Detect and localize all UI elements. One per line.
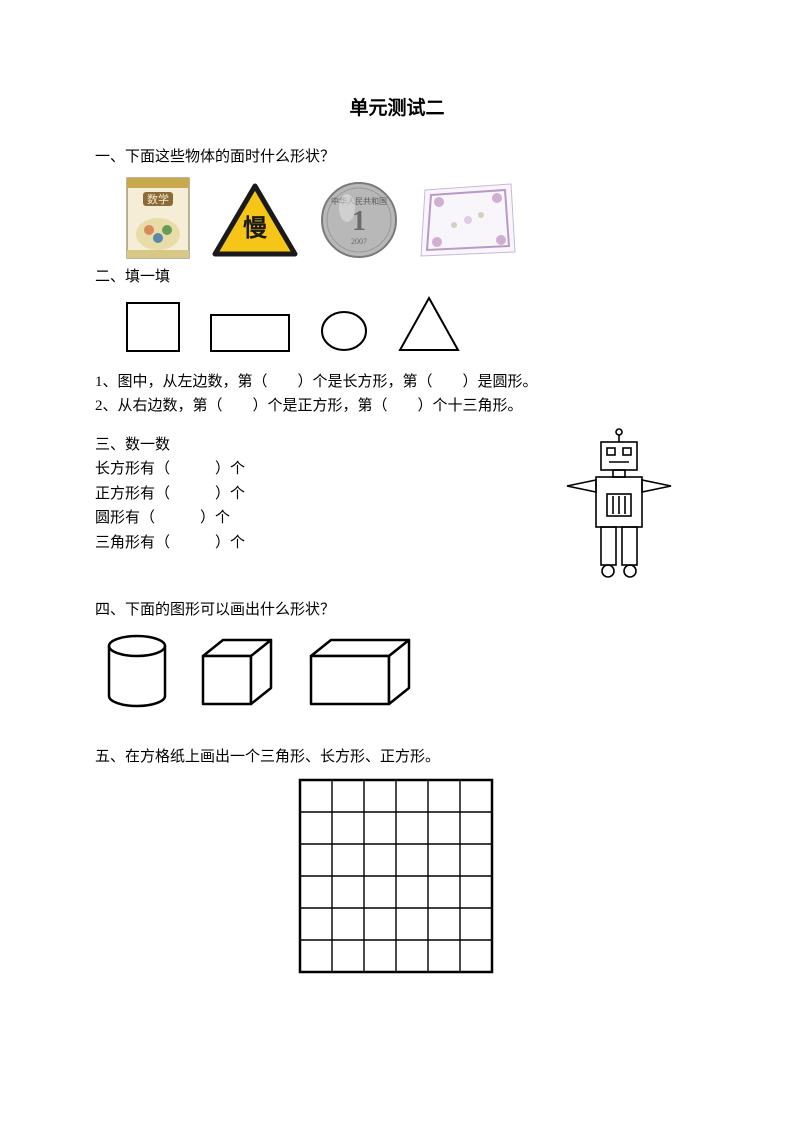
section-2: 二、填一填 1、图中，从左边数，第（ ）个是长方形，第（ ）是圆形。 2、从右边… [95, 266, 699, 418]
section-5: 五、在方格纸上画出一个三角形、长方形、正方形。 [95, 746, 699, 977]
book-label: 数学 [147, 192, 169, 206]
book-image: 数学 [125, 176, 191, 260]
section-1-heading: 一、下面这些物体的面时什么形状？ [95, 146, 699, 169]
cylinder-solid [105, 634, 169, 708]
robot-figure [549, 426, 689, 588]
list-item: 长方形有（ ）个 [95, 458, 549, 481]
sign-label: 慢 [243, 214, 268, 242]
grid-container [95, 778, 699, 976]
section-4-solids [95, 634, 699, 708]
section-4: 四、下面的图形可以画出什么形状？ [95, 599, 699, 708]
section-3: 三、数一数 长方形有（ ）个 正方形有（ ）个 圆形有（ ）个 三角形有（ ）个 [95, 432, 699, 588]
handkerchief-image [419, 180, 517, 260]
circle-shape [319, 309, 369, 353]
section-1: 一、下面这些物体的面时什么形状？ 数学 慢 中华人民共和国 1 2007 [95, 146, 699, 261]
section-1-images: 数学 慢 中华人民共和国 1 2007 [95, 176, 699, 260]
page-title: 单元测试二 [95, 95, 699, 124]
section-3-heading: 三、数一数 [95, 434, 549, 457]
rectangle-shape [209, 313, 291, 353]
square-shape [125, 301, 181, 353]
cube-solid [197, 634, 277, 708]
list-item: 圆形有（ ）个 [95, 507, 549, 530]
section-2-shapes [95, 295, 699, 353]
section-2-q2: 2、从右边数，第（ ）个是正方形，第（ ）个十三角形。 [95, 395, 699, 418]
triangle-shape [397, 295, 461, 353]
section-3-list: 长方形有（ ）个 正方形有（ ）个 圆形有（ ）个 三角形有（ ）个 [95, 458, 549, 554]
coin-image: 中华人民共和国 1 2007 [319, 180, 399, 260]
list-item: 三角形有（ ）个 [95, 532, 549, 555]
section-4-heading: 四、下面的图形可以画出什么形状？ [95, 599, 699, 622]
section-2-heading: 二、填一填 [95, 266, 699, 289]
list-item: 正方形有（ ）个 [95, 483, 549, 506]
cuboid-solid [305, 636, 415, 708]
triangle-sign-image: 慢 [211, 182, 299, 260]
grid-paper [298, 778, 496, 976]
section-2-q1: 1、图中，从左边数，第（ ）个是长方形，第（ ）是圆形。 [95, 371, 699, 394]
section-5-heading: 五、在方格纸上画出一个三角形、长方形、正方形。 [95, 746, 699, 769]
svg-text:2007: 2007 [351, 237, 367, 246]
